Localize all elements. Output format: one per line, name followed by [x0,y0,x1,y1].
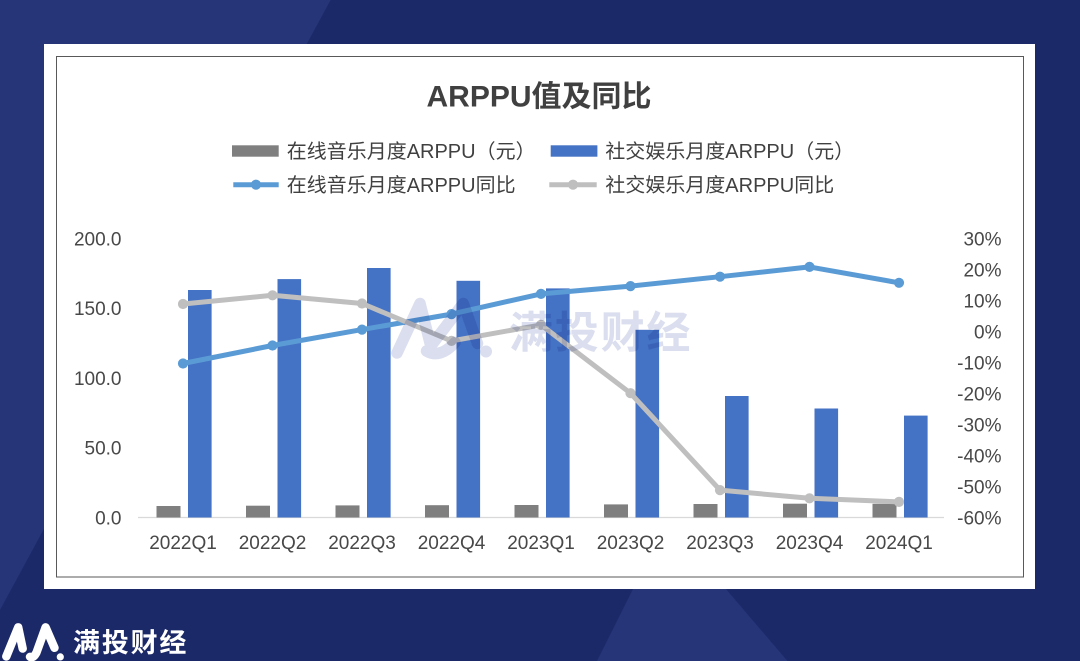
svg-text:10%: 10% [963,291,1001,312]
svg-text:2023Q4: 2023Q4 [776,533,844,554]
svg-text:-20%: -20% [957,384,1001,405]
svg-text:2023Q2: 2023Q2 [597,533,665,554]
svg-text:2023Q1: 2023Q1 [507,533,575,554]
svg-text:-50%: -50% [957,477,1001,498]
svg-text:ARPPU: ARPPU [407,141,476,163]
svg-text:150.0: 150.0 [74,299,122,320]
svg-text:2023Q3: 2023Q3 [686,533,754,554]
svg-text:ARPPU: ARPPU [725,141,794,163]
svg-text:30%: 30% [963,229,1001,250]
svg-text:2022Q2: 2022Q2 [239,533,307,554]
svg-text:200.0: 200.0 [74,229,122,250]
svg-text:100.0: 100.0 [74,369,122,390]
svg-text:0%: 0% [974,322,1002,343]
svg-text:ARPPU: ARPPU [407,175,476,197]
svg-text:ARPPU: ARPPU [427,81,532,114]
svg-text:2022Q3: 2022Q3 [328,533,396,554]
svg-text:-30%: -30% [957,415,1001,436]
svg-text:0.0: 0.0 [95,508,121,529]
svg-text:2024Q1: 2024Q1 [865,533,933,554]
svg-text:-10%: -10% [957,353,1001,374]
svg-text:-40%: -40% [957,446,1001,467]
svg-text:20%: 20% [963,260,1001,281]
svg-text:2022Q1: 2022Q1 [149,533,217,554]
svg-text:50.0: 50.0 [85,439,122,460]
svg-text:2022Q4: 2022Q4 [418,533,486,554]
svg-text:-60%: -60% [957,508,1001,529]
svg-text:ARPPU: ARPPU [725,175,794,197]
